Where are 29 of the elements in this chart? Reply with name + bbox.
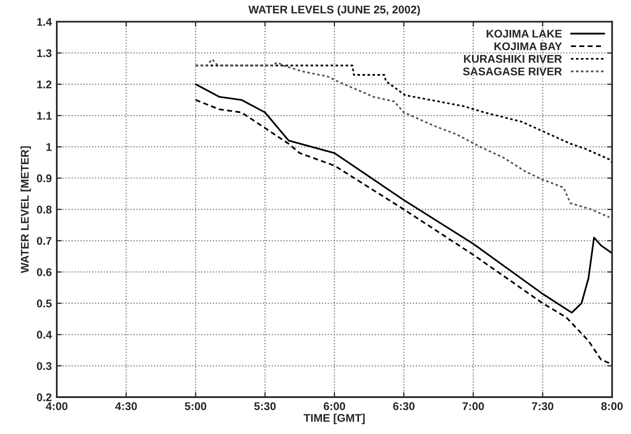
y-tick-label: 1 [46,143,52,151]
y-tick-label: 1.2 [37,80,52,88]
x-tick-label: 6:00 [324,402,346,410]
y-tick-label: 0.5 [36,300,52,308]
x-axis-title: TIME [GMT] [304,414,365,424]
y-tick-label: 0.8 [36,206,52,214]
y-tick-label: 0.3 [36,362,52,370]
legend-label: SASAGASE RIVER [462,68,562,76]
y-tick-label: 0.7 [36,236,52,245]
x-tick-label: 7:30 [532,402,554,410]
x-tick-label: 4:00 [46,402,68,410]
y-tick-label: 0.4 [36,330,52,339]
legend-label: KOJIMA LAKE [486,30,562,38]
legend-label: KOJIMA BAY [494,42,562,50]
y-tick-label: 0.9 [36,174,52,182]
y-tick-label: 1.3 [37,49,52,58]
x-tick-label: 5:00 [184,402,206,410]
y-axis-title: WATER LEVEL [METER] [20,146,31,274]
x-tick-label: 8:00 [601,402,623,410]
x-tick-label: 7:00 [462,402,484,410]
y-tick-label: 0.6 [36,268,52,276]
y-tick-label: 1.4 [37,18,52,26]
x-tick-label: 5:30 [254,402,276,410]
x-tick-label: 4:30 [115,402,137,410]
x-tick-label: 6:30 [393,402,415,410]
y-tick-label: 1.1 [37,112,52,120]
chart-title: WATER LEVELS (JUNE 25, 2002) [248,5,420,16]
y-tick-label: 0.2 [36,393,52,402]
legend-label: KURASHIKI RIVER [464,54,562,63]
